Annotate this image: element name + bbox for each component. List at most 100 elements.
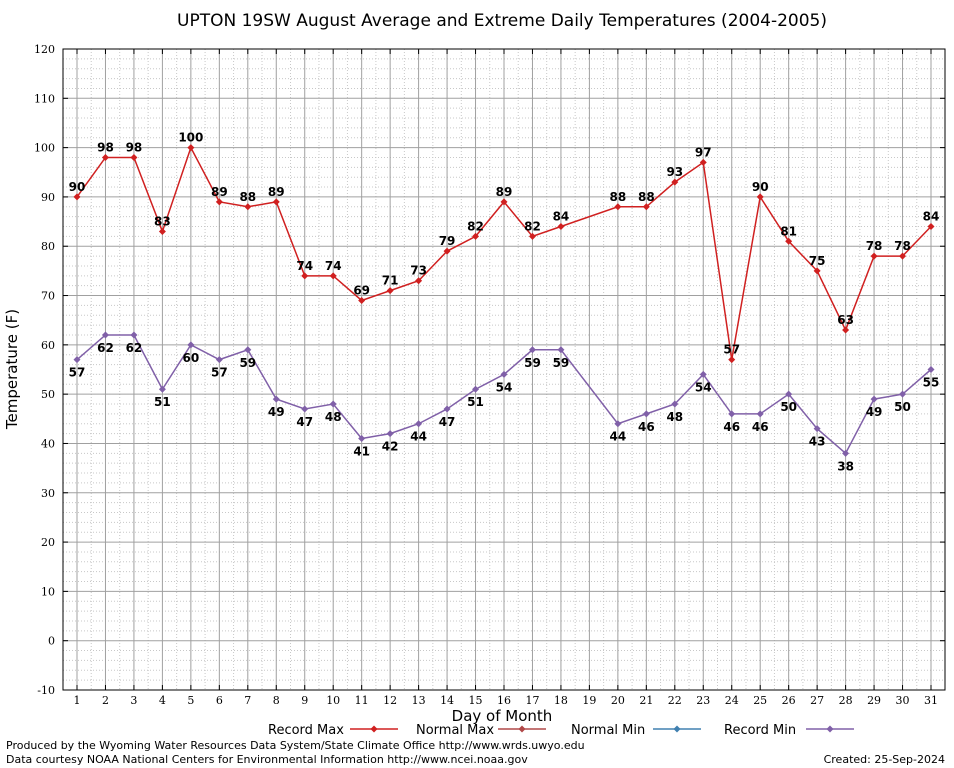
- x-tick-label: 26: [782, 694, 796, 707]
- x-tick-label: 27: [810, 694, 824, 707]
- record-min-data-label: 59: [239, 356, 256, 370]
- record-max-point: [813, 267, 821, 275]
- record-max-data-label: 69: [353, 283, 370, 297]
- y-tick-label: 70: [41, 290, 55, 303]
- x-tick-label: 14: [440, 694, 454, 707]
- record-max-point: [870, 252, 878, 260]
- legend-label-normal-max: Normal Max: [416, 723, 494, 738]
- record-max-data-label: 88: [610, 190, 627, 204]
- footer-courtesy: Data courtesy NOAA National Centers for …: [6, 753, 528, 766]
- record-min-data-label: 46: [752, 420, 769, 434]
- x-tick-label: 24: [725, 694, 739, 707]
- record-max-data-label: 78: [866, 239, 883, 253]
- record-max-point: [386, 287, 394, 295]
- record-max-point: [699, 158, 707, 166]
- record-max-point: [272, 198, 280, 206]
- x-tick-label: 23: [696, 694, 710, 707]
- record-min-point: [785, 390, 793, 398]
- record-min-point: [899, 390, 907, 398]
- record-min-point: [215, 356, 223, 364]
- record-max-point: [500, 198, 508, 206]
- record-max-data-label: 89: [268, 185, 285, 199]
- x-tick-label: 13: [412, 694, 426, 707]
- y-tick-label: 50: [41, 388, 55, 401]
- record-max-data-label: 88: [239, 190, 256, 204]
- record-min-data-label: 44: [610, 430, 627, 444]
- y-tick-label: 100: [34, 142, 55, 155]
- record-min-point: [557, 346, 565, 354]
- record-min-point: [472, 385, 480, 393]
- series-layer: 90 98 98 83 100 89 88 89 74 74 69 71 73 79 82 89 82 84 88 8…: [69, 131, 940, 474]
- record-max-data-label: 82: [467, 219, 484, 233]
- record-max-data-label: 57: [723, 343, 740, 357]
- record-min-point: [358, 435, 366, 443]
- record-max-data-label: 79: [439, 234, 456, 248]
- record-min-data-label: 50: [894, 400, 911, 414]
- record-min-data-label: 62: [97, 341, 114, 355]
- y-tick-label: 110: [34, 92, 55, 105]
- record-max-data-label: 88: [638, 190, 655, 204]
- x-tick-label: 25: [753, 694, 767, 707]
- x-tick-label: 2: [102, 694, 109, 707]
- record-min-point: [329, 400, 337, 408]
- y-tick-label: 60: [41, 339, 55, 352]
- record-min-point: [101, 331, 109, 339]
- record-max-point: [728, 356, 736, 364]
- record-max-point: [329, 272, 337, 280]
- record-max-point: [215, 198, 223, 206]
- record-max-data-label: 74: [325, 259, 342, 273]
- y-tick-label: 10: [41, 585, 55, 598]
- record-min-data-label: 59: [553, 356, 570, 370]
- record-max-point: [528, 232, 536, 240]
- x-tick-label: 5: [187, 694, 194, 707]
- record-max-data-label: 81: [780, 224, 797, 238]
- record-max-point: [785, 237, 793, 245]
- record-min-data-label: 43: [809, 435, 826, 449]
- record-max-point: [358, 296, 366, 304]
- record-min-data-label: 41: [353, 445, 370, 459]
- record-max-data-label: 90: [752, 180, 769, 194]
- x-tick-label: 6: [216, 694, 223, 707]
- record-max-data-label: 78: [894, 239, 911, 253]
- legend-label-record-max: Record Max: [268, 723, 344, 738]
- record-max-data-label: 93: [666, 165, 683, 179]
- legend-marker-record-max: [370, 725, 378, 733]
- record-max-data-label: 84: [923, 210, 940, 224]
- x-tick-label: 3: [130, 694, 137, 707]
- record-max-data-label: 75: [809, 254, 826, 268]
- record-max-point: [472, 232, 480, 240]
- record-max-point: [130, 153, 138, 161]
- x-tick-label: 7: [244, 694, 251, 707]
- record-max-line: [76, 145, 932, 360]
- legend-marker-normal-max: [518, 725, 526, 733]
- record-max-point: [187, 144, 195, 152]
- record-min-data-label: 48: [666, 410, 683, 424]
- x-tick-label: 4: [159, 694, 166, 707]
- record-min-point: [415, 420, 423, 428]
- record-max-point: [671, 178, 679, 186]
- record-min-point: [130, 331, 138, 339]
- record-max-data-label: 71: [382, 274, 399, 288]
- y-tick-label: 20: [41, 536, 55, 549]
- x-tick-label: 21: [639, 694, 653, 707]
- y-tick-label: 80: [41, 240, 55, 253]
- x-tick-label: 29: [867, 694, 881, 707]
- record-max-point: [443, 247, 451, 255]
- y-tick-label: 90: [41, 191, 55, 204]
- record-min-data-label: 55: [923, 376, 940, 390]
- legend-label-normal-min: Normal Min: [571, 723, 645, 738]
- footer-produced: Produced by the Wyoming Water Resources …: [6, 739, 585, 752]
- record-max-data-label: 63: [837, 313, 854, 327]
- x-tick-label: 28: [839, 694, 853, 707]
- y-tick-label: -10: [37, 684, 55, 697]
- record-min-point: [870, 395, 878, 403]
- record-max-point: [557, 223, 565, 231]
- record-min-point: [614, 420, 622, 428]
- record-max-data-label: 83: [154, 214, 171, 228]
- record-min-point: [671, 400, 679, 408]
- record-min-data-label: 59: [524, 356, 541, 370]
- record-min-data-label: 47: [296, 415, 313, 429]
- record-min-point: [813, 425, 821, 433]
- record-min-data-label: 49: [866, 405, 883, 419]
- record-max-data-label: 73: [410, 264, 427, 278]
